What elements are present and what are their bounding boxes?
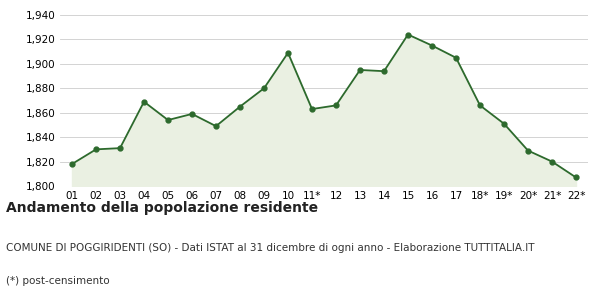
Text: COMUNE DI POGGIRIDENTI (SO) - Dati ISTAT al 31 dicembre di ogni anno - Elaborazi: COMUNE DI POGGIRIDENTI (SO) - Dati ISTAT…	[6, 243, 535, 253]
Text: (*) post-censimento: (*) post-censimento	[6, 276, 110, 286]
Text: Andamento della popolazione residente: Andamento della popolazione residente	[6, 201, 318, 215]
